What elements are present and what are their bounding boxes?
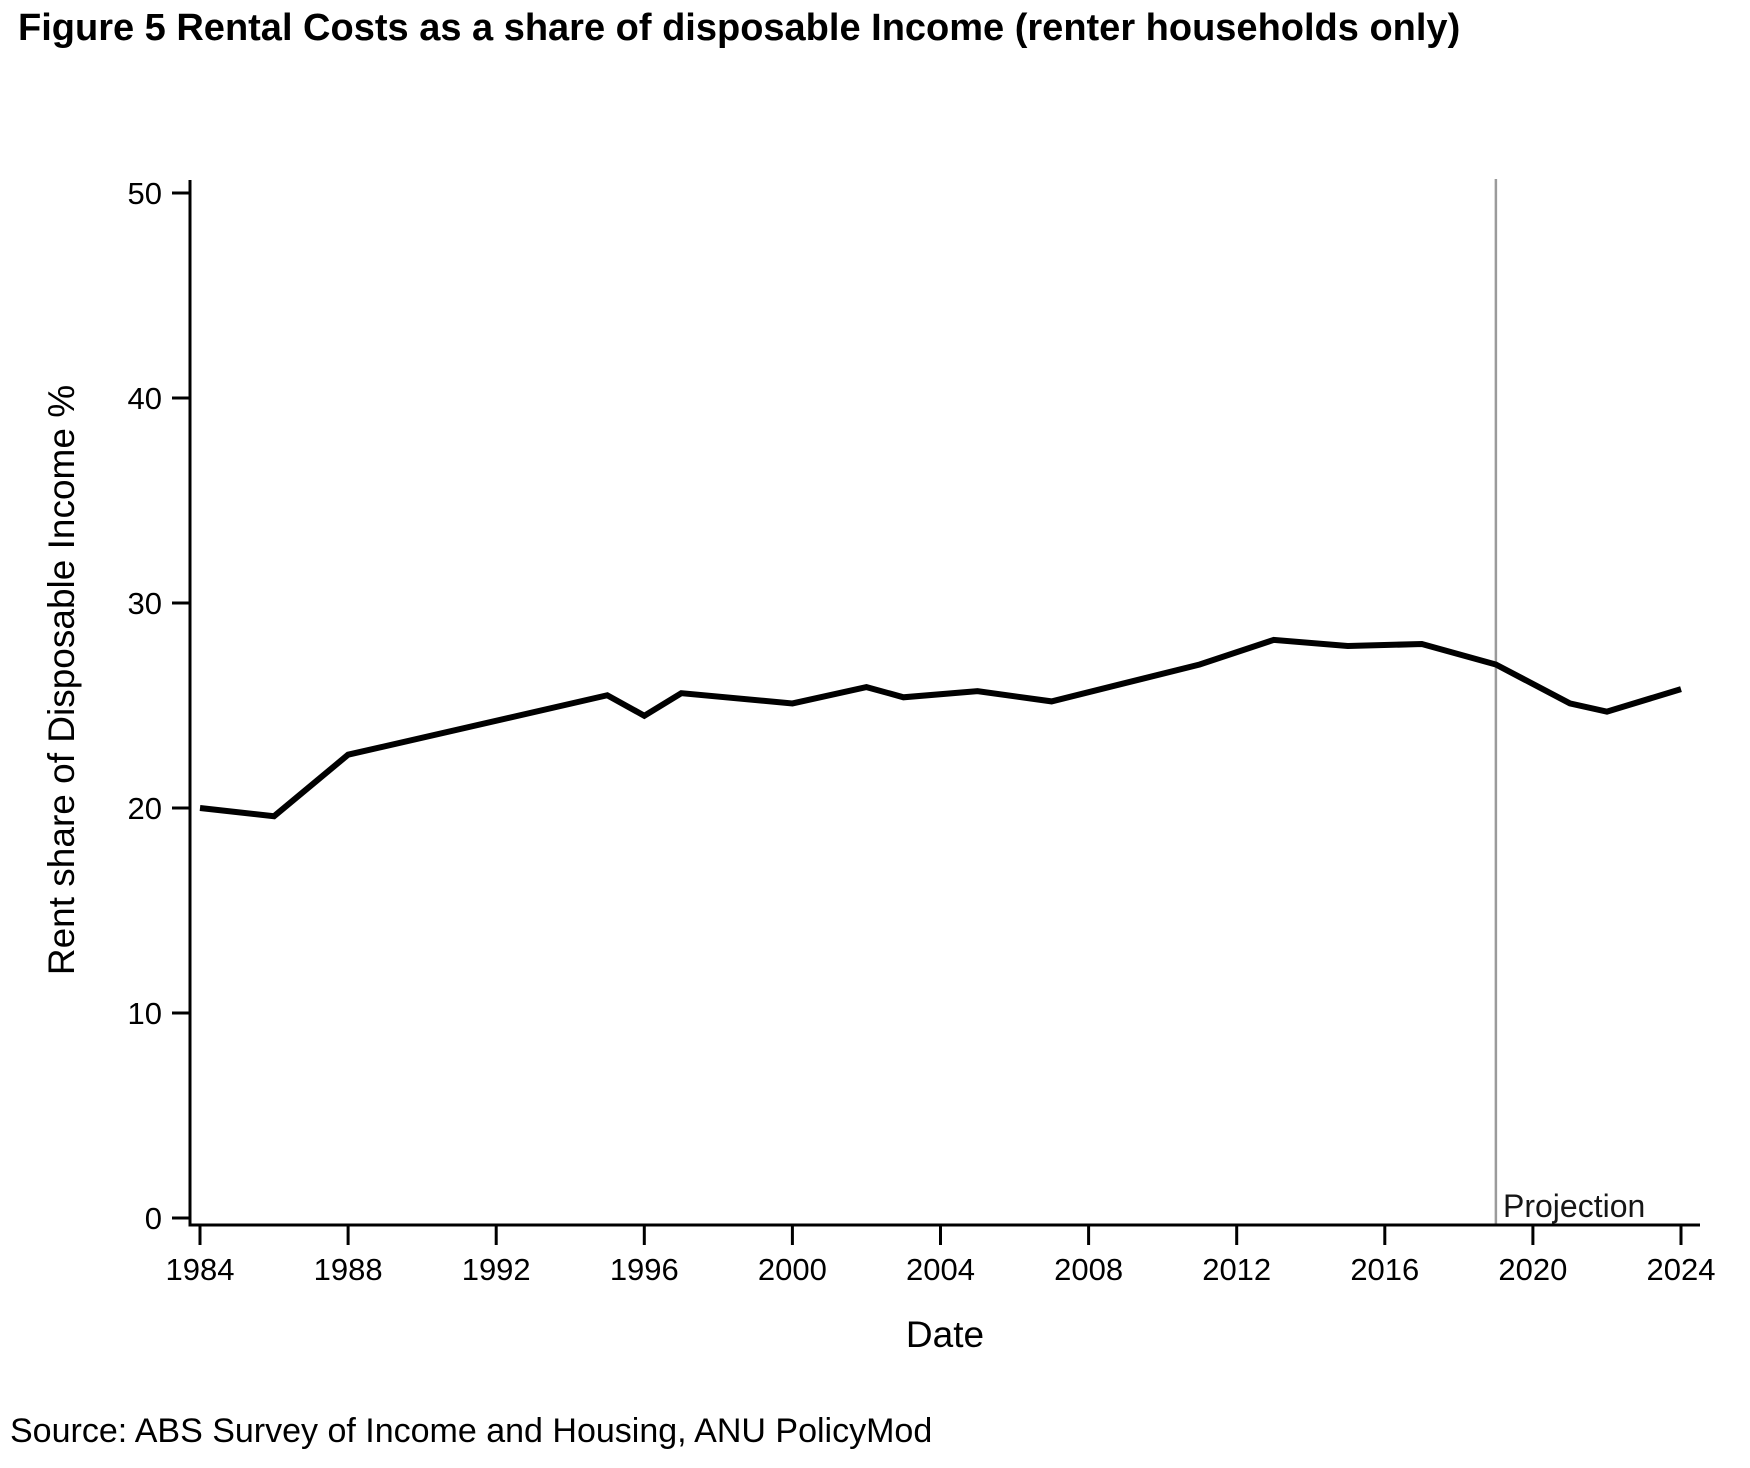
y-tick-label: 40 xyxy=(128,381,162,416)
x-tick-label: 2016 xyxy=(1350,1252,1419,1287)
x-tick-label: 2004 xyxy=(906,1252,975,1287)
x-tick-label: 1988 xyxy=(314,1252,383,1287)
x-tick-label: 2000 xyxy=(758,1252,827,1287)
x-tick-label: 2024 xyxy=(1647,1252,1716,1287)
x-tick-label: 2012 xyxy=(1202,1252,1271,1287)
y-tick-label: 30 xyxy=(128,586,162,621)
x-tick-label: 2020 xyxy=(1498,1252,1567,1287)
y-tick-label: 50 xyxy=(128,176,162,211)
y-tick-label: 10 xyxy=(128,996,162,1031)
projection-label: Projection xyxy=(1503,1188,1645,1224)
x-tick-label: 1992 xyxy=(462,1252,531,1287)
y-tick-label: 20 xyxy=(128,791,162,826)
figure-title: Figure 5 Rental Costs as a share of disp… xyxy=(18,7,1461,49)
source-note: Source: ABS Survey of Income and Housing… xyxy=(10,1412,933,1450)
y-tick-label: 0 xyxy=(145,1201,162,1236)
y-axis-title: Rent share of Disposable Income % xyxy=(41,385,82,975)
x-tick-label: 1996 xyxy=(610,1252,679,1287)
x-axis-ticks: 1984 1988 1992 1996 2000 2004 2008 2012 2016 2020… xyxy=(166,1225,1716,1287)
series-line xyxy=(199,636,1682,820)
x-tick-label: 1984 xyxy=(166,1252,235,1287)
x-tick-label: 2008 xyxy=(1054,1252,1123,1287)
y-axis-ticks: 0 10 20 30 40 50 xyxy=(128,176,190,1236)
x-axis-title: Date xyxy=(906,1314,984,1355)
